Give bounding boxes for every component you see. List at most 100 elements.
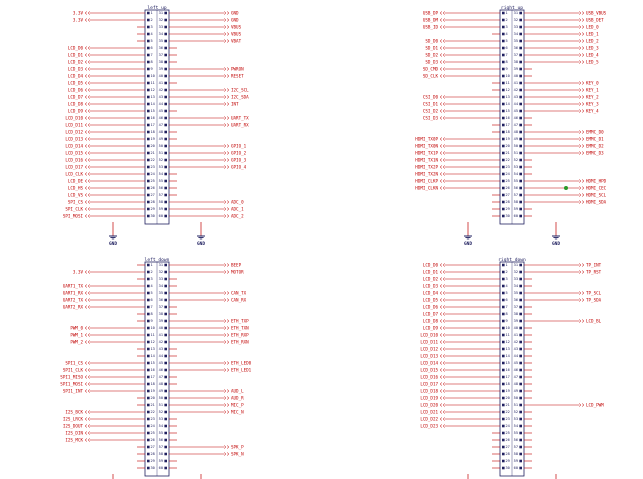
- net-flag-left: [439, 39, 446, 43]
- net-label-right: LED_4: [586, 52, 599, 57]
- net-flag-left: [84, 200, 91, 204]
- pin-left: [147, 137, 150, 141]
- pin-right: [519, 116, 522, 120]
- pin-number: 19: [506, 137, 510, 141]
- pin-left: [502, 144, 505, 148]
- pin-number: 60: [159, 214, 163, 218]
- pin-left: [502, 424, 505, 428]
- pin-right: [164, 312, 167, 316]
- net-label-left: SD_D0: [425, 38, 438, 43]
- net-flag-left: [84, 18, 91, 22]
- pin-number: 29: [151, 207, 155, 211]
- pin-number: 51: [159, 151, 163, 155]
- pin-number: 52: [159, 410, 163, 414]
- pin-left: [502, 270, 505, 274]
- pin-left: [502, 389, 505, 393]
- pin-left: [502, 18, 505, 22]
- pin-left: [502, 319, 505, 323]
- pin-left: [502, 81, 505, 85]
- pin-number: 58: [159, 200, 163, 204]
- net-flag-left: [439, 144, 446, 148]
- pin-right: [164, 375, 167, 379]
- net-label-left: USB_DP: [423, 10, 439, 15]
- gnd-label: GND: [197, 241, 205, 247]
- net-flag-left: [439, 165, 446, 169]
- net-label-right: MOTOR: [231, 269, 244, 274]
- pin-left: [502, 123, 505, 127]
- net-flag-left: [439, 417, 446, 421]
- pin-right: [164, 466, 167, 470]
- net-flag-right: [223, 319, 230, 323]
- net-label-left: LCD_HS: [68, 185, 84, 190]
- net-flag-left: [439, 326, 446, 330]
- pin-number: 47: [159, 123, 163, 127]
- net-flag-right: [223, 102, 230, 106]
- pin-number: 50: [514, 396, 518, 400]
- pin-left: [502, 284, 505, 288]
- pin-right: [164, 326, 167, 330]
- pin-number: 59: [159, 207, 163, 211]
- pin-number: 24: [506, 424, 510, 428]
- pin-number: 20: [151, 396, 155, 400]
- pin-number: 9: [151, 67, 153, 71]
- net-label-right: KEY_2: [586, 94, 599, 99]
- pin-number: 43: [514, 95, 518, 99]
- pin-number: 46: [514, 116, 518, 120]
- net-label-left: LCD_D7: [68, 94, 84, 99]
- net-flag-left: [84, 116, 91, 120]
- pin-right: [164, 354, 167, 358]
- net-flag-left: [84, 410, 91, 414]
- pin-number: 16: [151, 116, 155, 120]
- net-label-right: AUD_L: [231, 388, 244, 393]
- pin-number: 27: [506, 193, 510, 197]
- connector-title: left_down: [145, 257, 170, 263]
- pin-right: [519, 424, 522, 428]
- pin-number: 25: [506, 179, 510, 183]
- pin-right: [164, 382, 167, 386]
- pin-number: 10: [506, 74, 510, 78]
- pin-left: [502, 312, 505, 316]
- pin-number: 58: [514, 200, 518, 204]
- net-flag-left: [84, 158, 91, 162]
- net-flag-right: [578, 151, 585, 155]
- pin-number: 46: [514, 368, 518, 372]
- pin-number: 14: [506, 354, 510, 358]
- net-label-left: LCD_D1: [68, 52, 84, 57]
- net-label-left: LCD_D11: [65, 122, 83, 127]
- pin-right: [164, 88, 167, 92]
- pin-right: [519, 74, 522, 78]
- net-flag-right: [578, 186, 585, 190]
- pin-number: 24: [151, 424, 155, 428]
- net-flag-left: [84, 417, 91, 421]
- net-label-left: LCD_D9: [68, 108, 84, 113]
- pin-number: 44: [159, 102, 163, 106]
- pin-right: [164, 158, 167, 162]
- pin-left: [502, 452, 505, 456]
- net-label-right: LCD_PWM: [586, 402, 604, 407]
- net-label-left: HDMI_TX1N: [415, 157, 438, 162]
- pin-left: [147, 158, 150, 162]
- net-label-right: HDMI_SDA: [586, 199, 607, 204]
- net-label-right: TP_RST: [586, 269, 602, 274]
- pin-number: 14: [506, 102, 510, 106]
- net-flag-right: [223, 340, 230, 344]
- pin-number: 18: [151, 382, 155, 386]
- net-flag-right: [223, 410, 230, 414]
- pin-number: 11: [151, 81, 155, 85]
- net-label-right: HDMI_HPD: [586, 178, 607, 183]
- pin-number: 39: [159, 67, 163, 71]
- pin-left: [502, 431, 505, 435]
- net-label-left: CSI_D3: [423, 115, 439, 120]
- pin-right: [519, 158, 522, 162]
- pin-left: [147, 375, 150, 379]
- pin-number: 37: [159, 53, 163, 57]
- pin-number: 13: [151, 95, 155, 99]
- pin-left: [502, 200, 505, 204]
- pin-left: [147, 102, 150, 106]
- pin-number: 57: [514, 445, 518, 449]
- pin-number: 32: [514, 270, 518, 274]
- pin-number: 27: [506, 445, 510, 449]
- net-flag-left: [439, 95, 446, 99]
- net-label-left: UART1_TX: [63, 283, 84, 288]
